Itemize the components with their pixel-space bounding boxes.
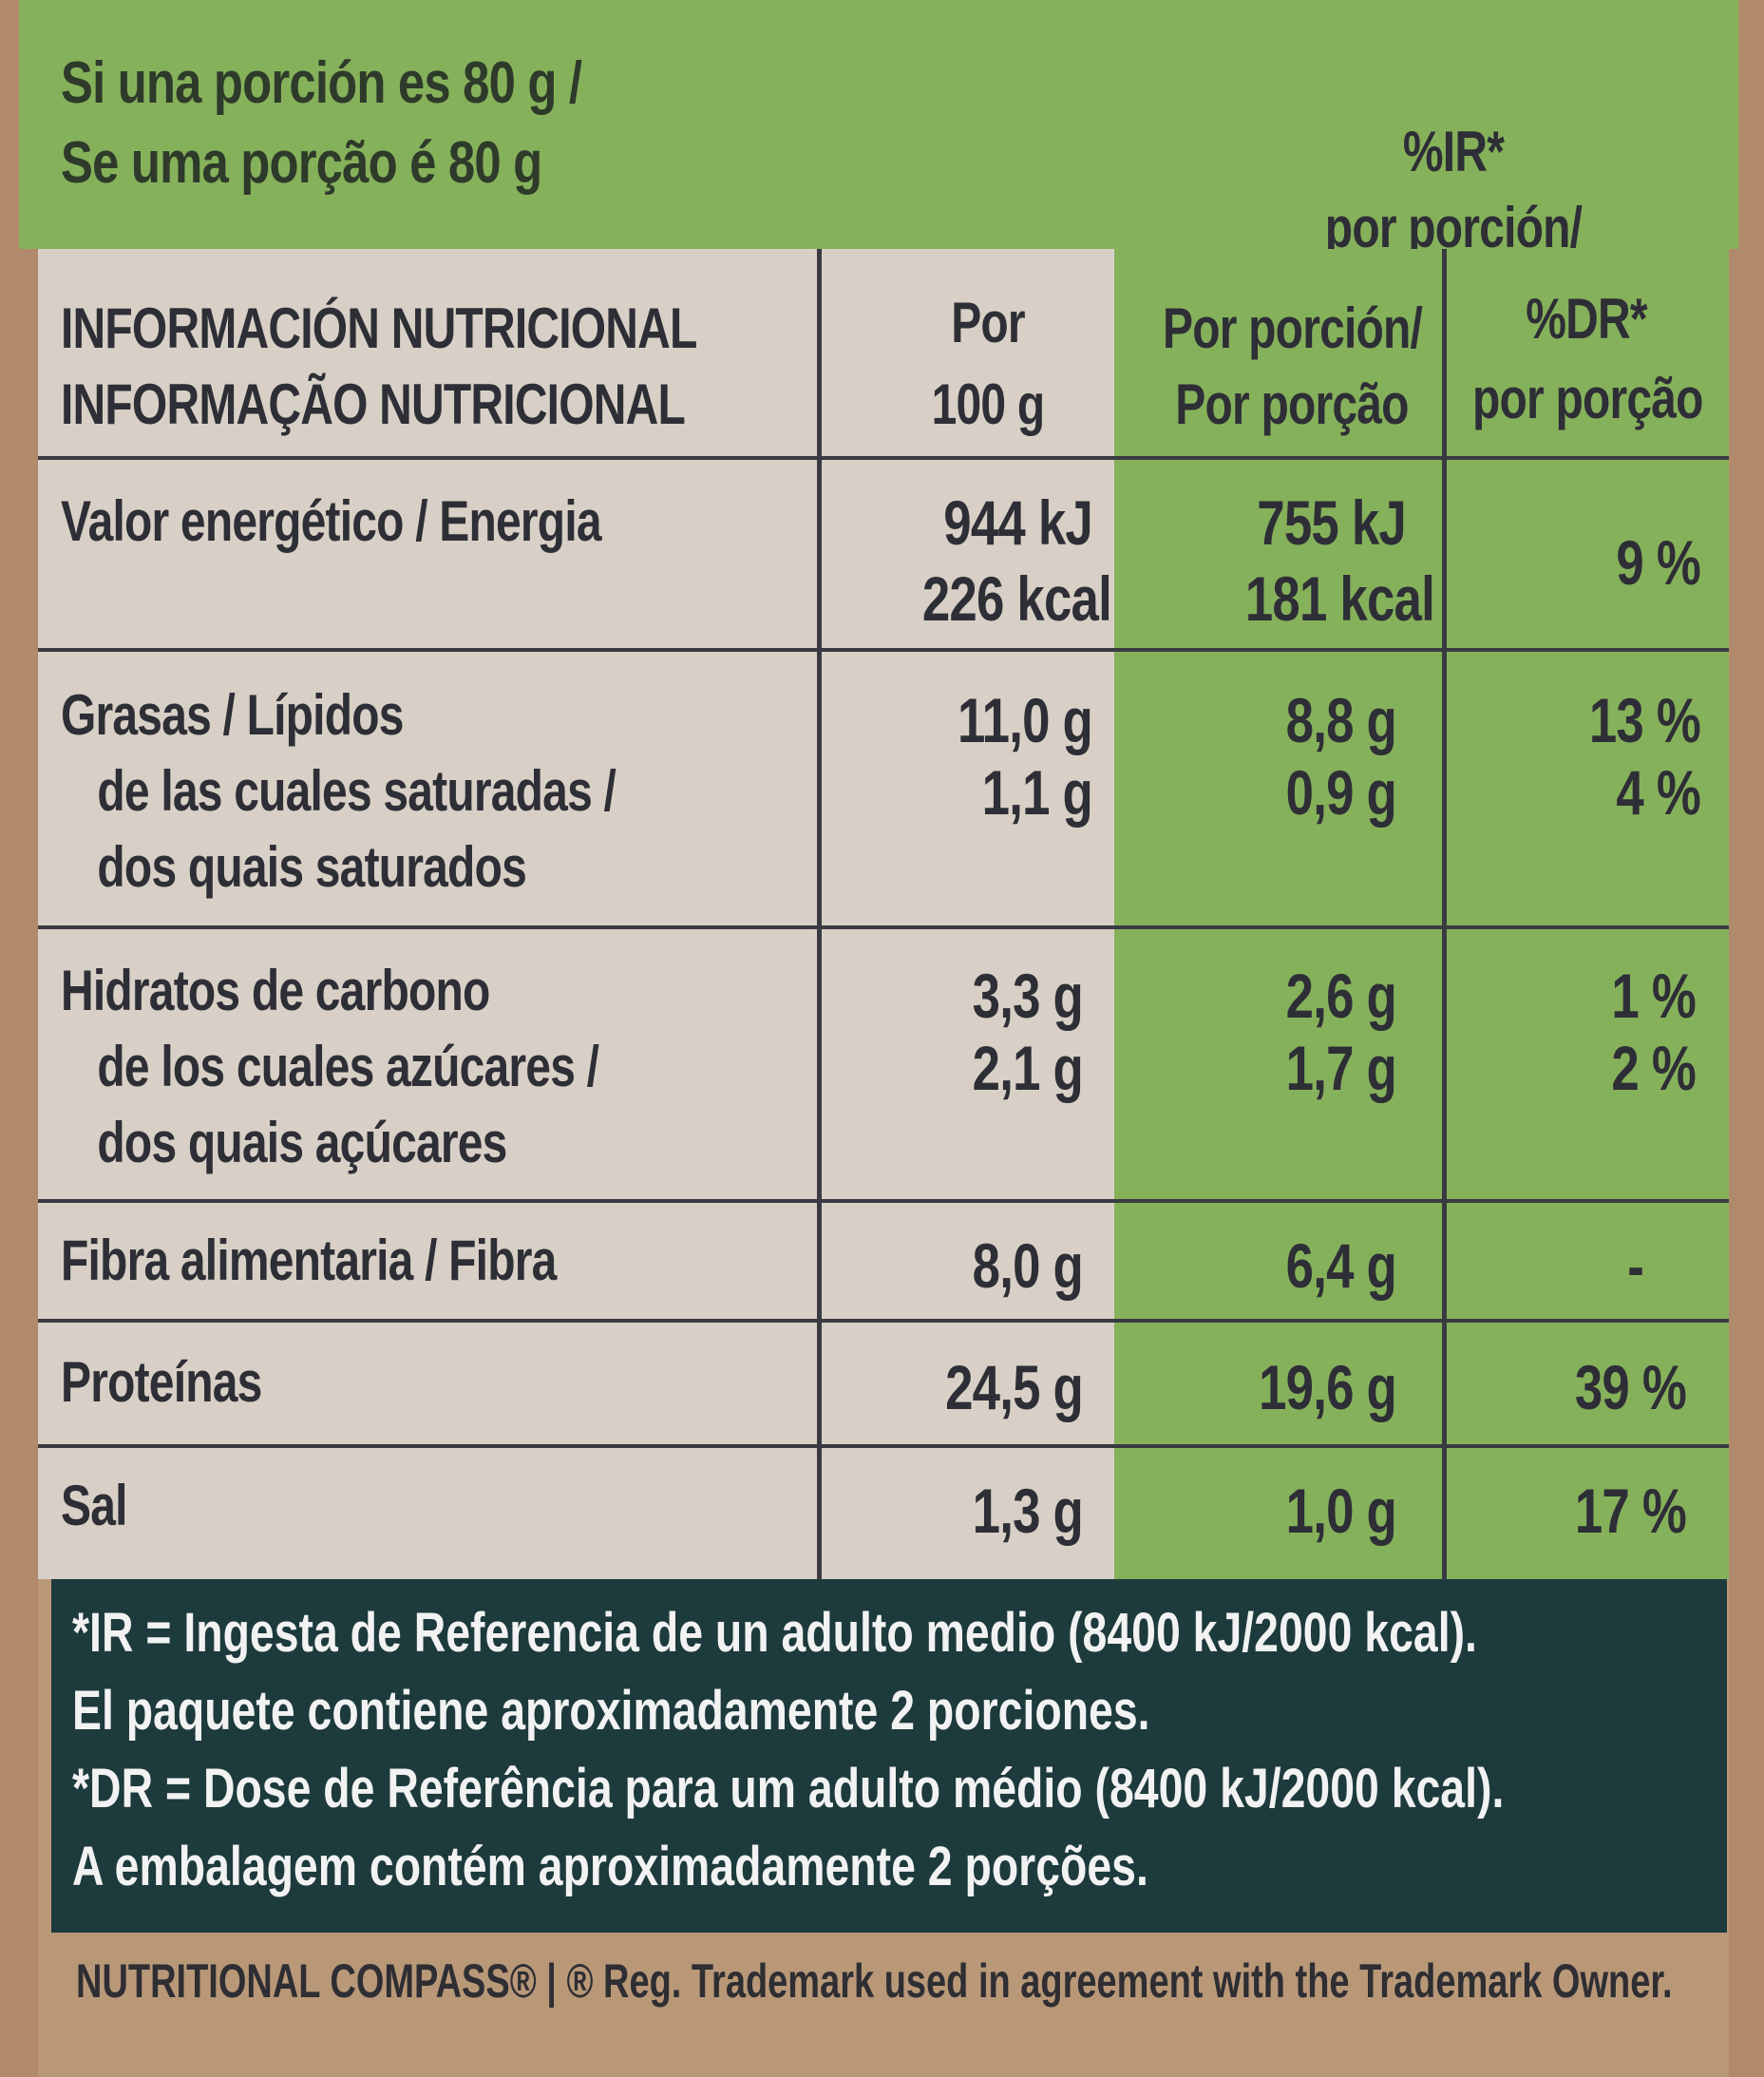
fat-portion: 8,8 g xyxy=(1285,685,1397,755)
energy-per100-kcal: 226 kcal xyxy=(921,563,1112,634)
sugars-per100: 2,1 g xyxy=(972,1033,1084,1103)
column-divider xyxy=(1442,249,1447,1579)
trademark-notice: NUTRITIONAL COMPASS® | ® Reg. Trademark … xyxy=(76,1954,1673,2008)
saturates-label-pt: dos quais saturados xyxy=(97,835,526,899)
fat-label: Grasas / Lípidos xyxy=(61,683,404,747)
fibre-per100: 8,0 g xyxy=(972,1230,1084,1301)
header-per100-line2: 100 g xyxy=(931,372,1046,436)
fibre-ri: - xyxy=(1627,1230,1644,1301)
ri-header-line2: por porción/ xyxy=(1324,196,1583,259)
footnote-portions-es: El paquete contiene aproximadamente 2 po… xyxy=(72,1680,1150,1742)
energy-ri: 9 % xyxy=(1616,527,1700,598)
saturates-per100: 1,1 g xyxy=(981,757,1093,828)
fat-per100: 11,0 g xyxy=(958,685,1093,755)
carbs-portion: 2,6 g xyxy=(1285,961,1397,1031)
carbs-label: Hidratos de carbono xyxy=(61,959,490,1022)
header-portion-line2: Por porção xyxy=(1175,372,1409,436)
saturates-label-es: de las cuales saturadas / xyxy=(97,759,616,823)
serving-size: Si una porción es 80 g / Se uma porção é… xyxy=(61,44,582,203)
header-info-es: INFORMACIÓN NUTRICIONAL xyxy=(61,296,697,360)
footnote-ir: *IR = Ingesta de Referencia de un adulto… xyxy=(72,1602,1477,1664)
protein-portion: 19,6 g xyxy=(1259,1352,1397,1422)
protein-ri: 39 % xyxy=(1574,1352,1687,1422)
footnote-portions-pt: A embalagem contém aproximadamente 2 por… xyxy=(72,1836,1148,1897)
energy-portion-kj: 755 kJ xyxy=(1257,487,1406,558)
row-divider xyxy=(38,925,1729,929)
protein-per100: 24,5 g xyxy=(945,1352,1084,1422)
header-per100-line1: Por xyxy=(951,291,1025,354)
ri-header-line3: %DR* xyxy=(1526,287,1647,351)
sugars-portion: 1,7 g xyxy=(1285,1033,1397,1103)
fibre-portion: 6,4 g xyxy=(1285,1230,1397,1301)
row-divider xyxy=(38,648,1729,652)
row-divider xyxy=(38,1199,1729,1203)
green-column-bg xyxy=(1114,249,1729,1579)
footnote-box: *IR = Ingesta de Referencia de un adulto… xyxy=(51,1579,1727,1933)
carbs-per100: 3,3 g xyxy=(972,961,1084,1031)
row-divider xyxy=(38,456,1729,460)
sugars-label-es: de los cuales azúcares / xyxy=(97,1035,599,1098)
serving-band: Si una porción es 80 g / Se uma porção é… xyxy=(19,0,1738,249)
ri-header-line4: por porção xyxy=(1472,367,1703,430)
sugars-label-pt: dos quais açúcares xyxy=(97,1111,507,1174)
salt-ri: 17 % xyxy=(1574,1476,1687,1546)
salt-per100: 1,3 g xyxy=(972,1476,1084,1546)
fibre-label: Fibra alimentaria / Fibra xyxy=(61,1229,557,1292)
serving-line-pt: Se uma porção é 80 g xyxy=(61,130,542,196)
energy-portion-kcal: 181 kcal xyxy=(1244,563,1435,634)
saturates-portion: 0,9 g xyxy=(1285,757,1397,828)
fat-ri: 13 % xyxy=(1588,685,1701,755)
header-info-pt: INFORMAÇÃO NUTRICIONAL xyxy=(61,372,686,436)
serving-line-es: Si una porción es 80 g / xyxy=(61,50,582,116)
row-divider xyxy=(38,1319,1729,1323)
light-column-bg xyxy=(38,249,1114,1579)
protein-label: Proteínas xyxy=(61,1350,262,1414)
row-divider xyxy=(38,1444,1729,1448)
column-divider xyxy=(817,249,822,1579)
sugars-ri: 2 % xyxy=(1611,1033,1696,1103)
carbs-ri: 1 % xyxy=(1611,961,1696,1031)
nutrition-table: INFORMACIÓN NUTRICIONAL INFORMAÇÃO NUTRI… xyxy=(38,249,1729,1579)
salt-label: Sal xyxy=(61,1474,127,1537)
salt-portion: 1,0 g xyxy=(1285,1476,1397,1546)
saturates-ri: 4 % xyxy=(1616,757,1700,828)
ri-header-line1: %IR* xyxy=(1402,120,1505,183)
energy-label: Valor energético / Energia xyxy=(61,489,602,553)
header-portion-line1: Por porción/ xyxy=(1163,296,1423,360)
energy-per100-kj: 944 kJ xyxy=(943,487,1093,558)
footnote-dr: *DR = Dose de Referência para um adulto … xyxy=(72,1758,1505,1820)
